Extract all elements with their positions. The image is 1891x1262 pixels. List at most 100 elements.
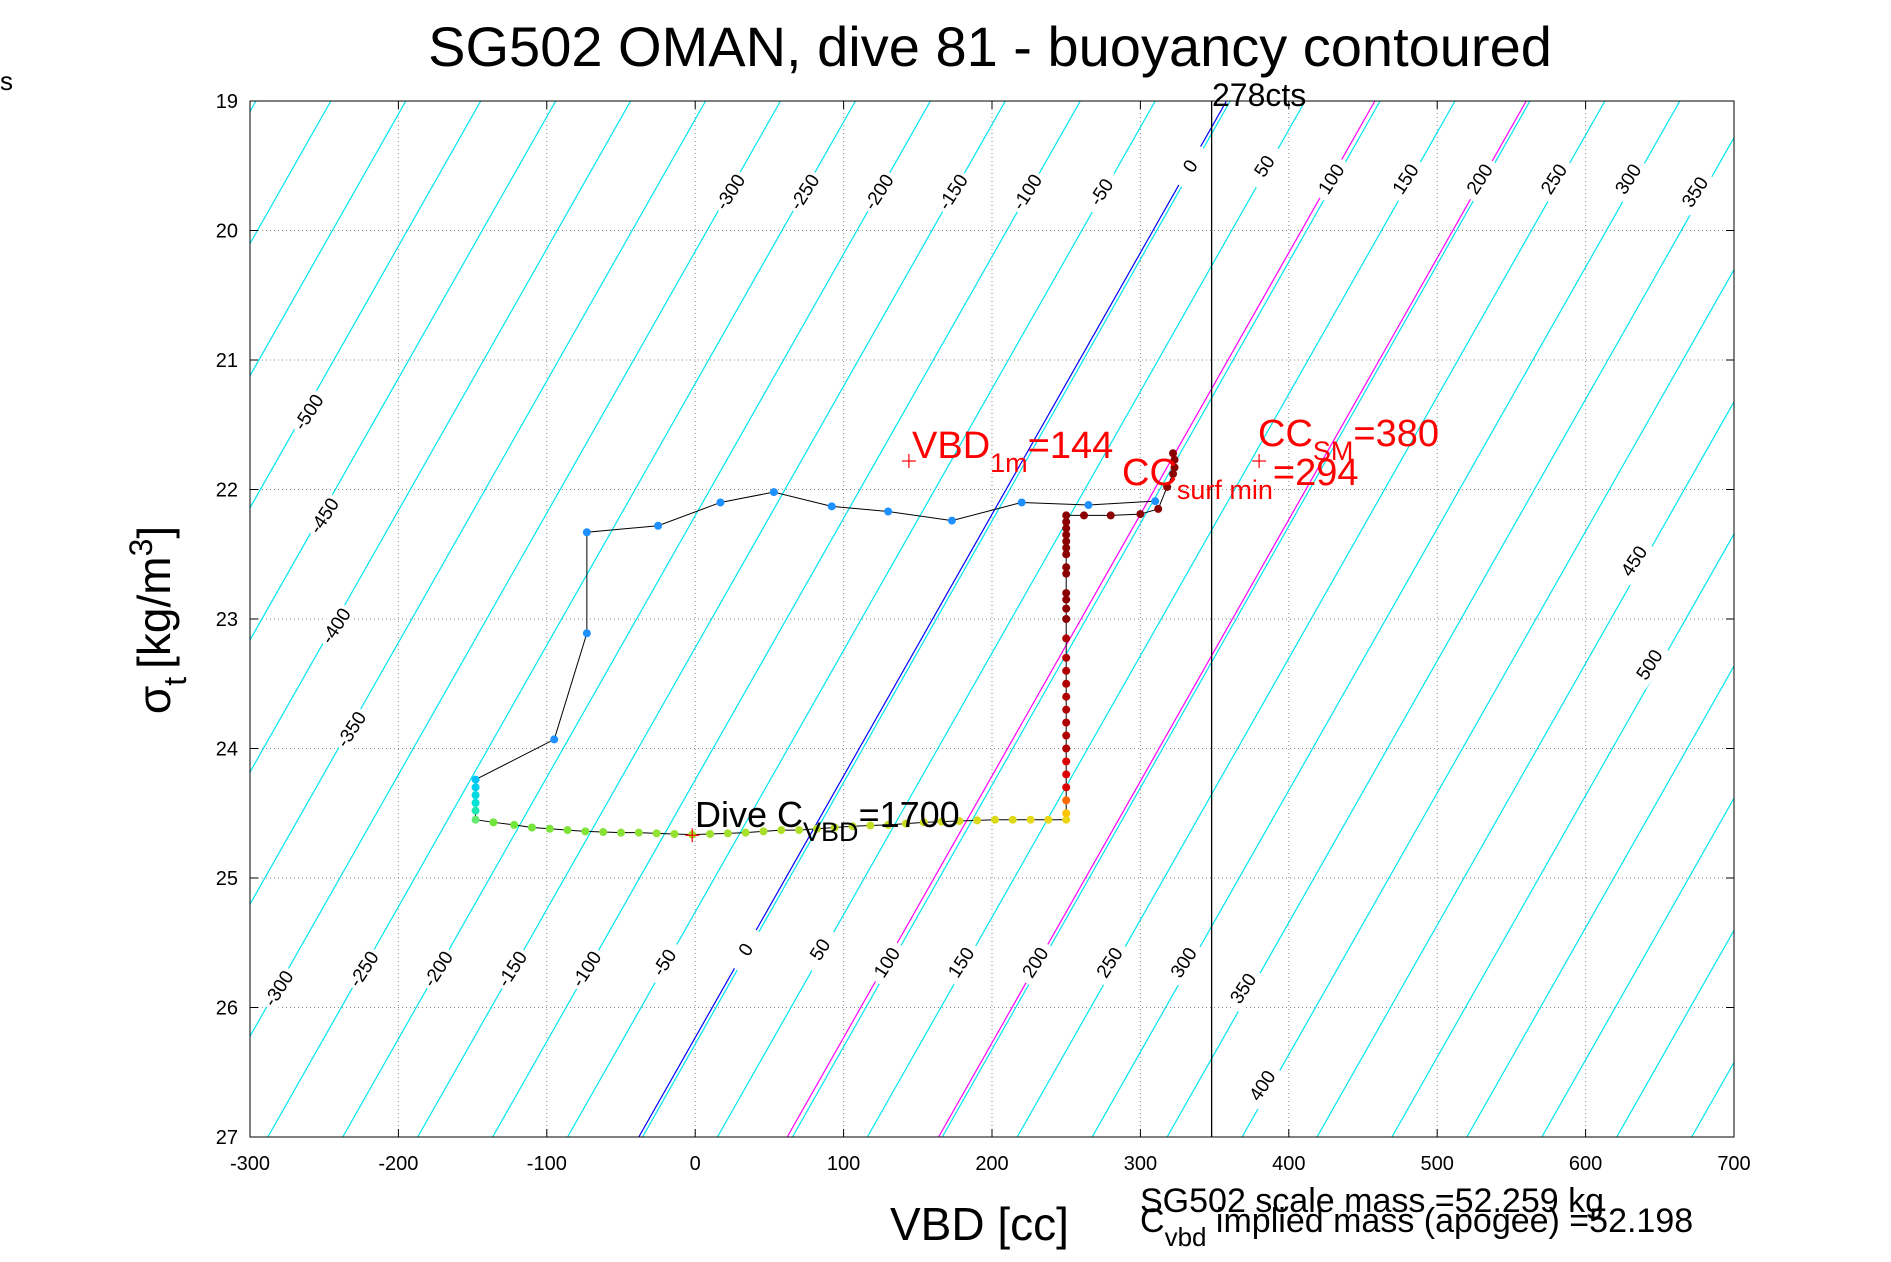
ascent-point xyxy=(1062,731,1071,740)
buoyancy-contour xyxy=(0,101,106,1137)
buoyancy-contour xyxy=(250,101,407,377)
ascent-point xyxy=(1062,634,1071,643)
y-tick-label: 21 xyxy=(216,350,238,372)
y-label-end: ] xyxy=(128,526,180,539)
descent-point xyxy=(563,826,572,835)
descent-point xyxy=(827,502,836,511)
descent-point xyxy=(1151,497,1160,506)
contour-label-bottom-bg xyxy=(1013,937,1056,987)
vertical-line-label: 278cts xyxy=(1212,77,1306,113)
ascent-point xyxy=(1169,449,1178,458)
contour-label-top-bg xyxy=(931,167,974,217)
contour-label-bottom-bg xyxy=(798,924,841,974)
ascent-point xyxy=(1170,455,1179,464)
x-tick-label: 300 xyxy=(1124,1153,1157,1175)
cc-sm-value: =380 xyxy=(1353,413,1439,455)
buoyancy-contour xyxy=(1842,101,1891,1137)
x-tick-label: 600 xyxy=(1569,1153,1602,1175)
ascent-point xyxy=(1062,718,1071,727)
descent-point xyxy=(527,823,536,832)
buoyancy-contour xyxy=(0,101,31,1137)
tick-layer: -300 -200 -100 0 100 200 300 400 500 600 700 19 20 21… xyxy=(216,91,1751,1175)
cc-surf-min-sub: surf min xyxy=(1177,475,1273,505)
implied-mass-main: C xyxy=(1140,1202,1165,1240)
contour-label-bottom-bg xyxy=(1161,937,1205,987)
descent-point xyxy=(471,798,480,807)
contour-label-top-bg xyxy=(1309,154,1353,204)
buoyancy-contour xyxy=(1466,664,1734,1137)
buoyancy-contour xyxy=(250,101,557,642)
ascent-point xyxy=(1062,615,1071,623)
contour-label-bottom-bg xyxy=(564,944,608,994)
contour-label-top-bg xyxy=(1383,154,1427,204)
descent-point xyxy=(937,817,946,826)
vbd-1m-value: =144 xyxy=(1028,425,1114,467)
descent-point xyxy=(670,829,679,838)
descent-point xyxy=(866,821,875,830)
scale-mass-text: SG502 scale mass =52.259 kg xyxy=(1140,1182,1604,1220)
descent-point xyxy=(812,824,821,833)
descent-point xyxy=(1044,815,1053,824)
ascent-point xyxy=(1062,589,1071,598)
descent-point xyxy=(884,820,893,829)
dive-c-vbd-annotation: Dive CVBD=1700 xyxy=(695,794,960,847)
descent-point xyxy=(795,826,804,835)
descent-point xyxy=(1008,815,1017,824)
descent-point xyxy=(545,824,554,833)
descent-point xyxy=(550,735,559,744)
y-label-unit: [kg/m xyxy=(128,556,180,668)
data-layer xyxy=(471,449,1267,843)
contour-label-layer: -300 -250 -200 -150 -100 -500 50 100 150 200 250 30… xyxy=(256,141,1716,1110)
buoyancy-contour xyxy=(1691,1061,1734,1137)
descent-point xyxy=(634,828,643,837)
contour-label-bottom-bg xyxy=(865,937,908,987)
buoyancy-contour xyxy=(1541,796,1734,1137)
ascent-point xyxy=(1062,543,1071,552)
ascent-point xyxy=(1062,530,1071,539)
ascent-point xyxy=(1062,770,1071,779)
contour-label-top-bg xyxy=(1005,167,1048,217)
y-axis-label: σt [kg/m3] xyxy=(123,526,193,714)
dive-c-value: =1700 xyxy=(859,794,960,835)
descent-point xyxy=(723,829,732,838)
corner-text: s xyxy=(0,66,13,96)
x-axis-label: VBD [cc] xyxy=(890,1198,1069,1250)
ascent-point xyxy=(1062,783,1071,792)
grid-layer xyxy=(250,101,1734,1137)
descent-point xyxy=(471,806,480,815)
contour-label-top-bg xyxy=(1168,141,1211,191)
cc-sm-sub: SM xyxy=(1313,436,1354,466)
descent-point xyxy=(848,822,857,831)
cc-surf-min-main: CC xyxy=(1122,452,1177,494)
contour-label-bottom-bg xyxy=(1221,963,1264,1013)
descent-point xyxy=(830,823,839,832)
implied-mass-text: Cvbd implied mass (apogee) =52.198 xyxy=(1140,1202,1693,1252)
vbd-1m-sub: 1m xyxy=(990,448,1028,478)
contour-label-bottom-bg xyxy=(724,924,767,974)
buoyancy-contour xyxy=(1391,532,1734,1137)
descent-point xyxy=(1017,498,1026,507)
ascent-point xyxy=(1062,511,1071,520)
ascent-point xyxy=(1080,511,1089,520)
contour-label-bottom-bg xyxy=(342,944,385,994)
descent-point xyxy=(581,827,590,836)
buoyancy-contour xyxy=(1316,400,1734,1137)
ascent-point xyxy=(1062,757,1071,766)
buoyancy-contour xyxy=(250,101,782,1038)
ascent-point xyxy=(1169,469,1178,478)
descent-point xyxy=(901,819,910,828)
vbd-1m-main: VBD xyxy=(912,425,990,467)
descent-point xyxy=(884,507,893,516)
ascent-point xyxy=(1136,510,1145,519)
ascent-point xyxy=(1062,569,1071,578)
descent-point xyxy=(471,815,480,824)
descent-point xyxy=(741,828,750,837)
buoyancy-contour xyxy=(250,101,707,906)
cc-sm-annotation: CCSM=380 xyxy=(1258,413,1439,466)
contour-label-right-bg xyxy=(1627,639,1671,689)
contour-label-top-bg xyxy=(1606,154,1649,204)
contour-label-top-bg xyxy=(1242,141,1286,191)
cc-surf-min-annotation: CCsurf min=294 xyxy=(1122,452,1359,505)
descent-point xyxy=(716,498,725,507)
x-tick-label: 100 xyxy=(827,1153,860,1175)
